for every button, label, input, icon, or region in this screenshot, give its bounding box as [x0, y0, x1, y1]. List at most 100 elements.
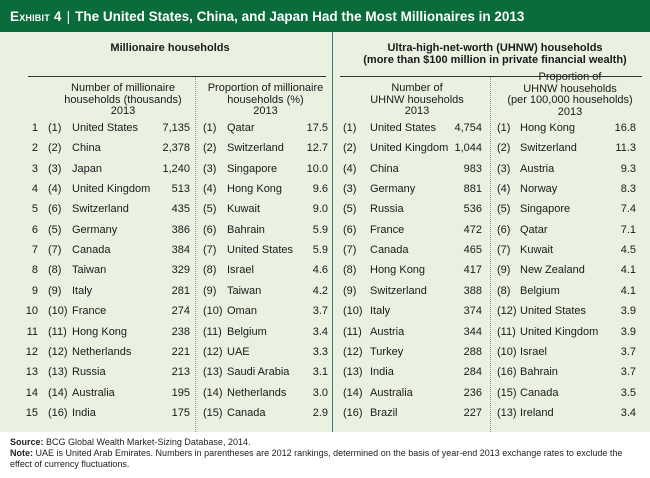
cell-q-value: 9.3	[620, 162, 636, 175]
cell-p-country: Taiwan	[227, 284, 262, 297]
cell-m-country: India	[72, 406, 96, 419]
cell-m-prev: (6)	[48, 203, 62, 216]
cell-q-prev: (7)	[497, 244, 511, 257]
cell-m-country: China	[72, 142, 101, 155]
cell-p-value: 5.9	[312, 223, 328, 236]
cell-q-value: 7.1	[620, 223, 636, 236]
col-head-line: Proportion of millionaire	[207, 82, 324, 94]
col-head-line: (per 100,000 households)	[507, 94, 633, 106]
cell-m-prev: (16)	[48, 406, 68, 419]
cell-rank: 1	[31, 122, 38, 134]
cell-p-prev: (5)	[203, 203, 217, 216]
note-text: UAE is United Arab Emirates. Numbers in …	[10, 448, 623, 469]
cell-u-prev: (3)	[343, 183, 357, 196]
cell-rank: 11	[26, 325, 38, 338]
cell-q-prev: (8)	[497, 284, 511, 297]
header-separator: |	[66, 8, 71, 24]
cell-q-country: Israel	[520, 345, 547, 358]
cell-m-value: 384	[171, 244, 190, 257]
cell-q-prev: (10)	[497, 345, 517, 358]
col-head-line: households (%)	[227, 93, 304, 106]
cell-u-prev: (16)	[343, 406, 363, 419]
cell-q-value: 4.5	[620, 244, 636, 257]
cell-p-prev: (11)	[203, 325, 222, 338]
cell-m-value: 195	[171, 386, 190, 399]
col-head-year: 2013	[253, 105, 278, 117]
cell-q-prev: (2)	[497, 142, 511, 155]
cell-p-country: Saudi Arabia	[227, 366, 290, 379]
cell-m-prev: (3)	[48, 162, 62, 175]
cell-p-prev: (3)	[203, 162, 217, 175]
cell-u-country: India	[370, 366, 394, 379]
cell-m-value: 175	[171, 406, 190, 419]
cell-m-country: Hong Kong	[72, 325, 128, 338]
cell-q-country: United States	[520, 305, 587, 318]
cell-p-country: Kuwait	[227, 203, 261, 216]
cell-p-value: 4.6	[312, 264, 328, 277]
cell-p-value: 3.3	[312, 345, 328, 358]
cell-q-prev: (9)	[497, 264, 511, 277]
cell-m-prev: (7)	[48, 244, 62, 257]
cell-p-prev: (12)	[203, 345, 223, 358]
col-head-line: Number of millionaire	[71, 82, 175, 94]
group-title-uhnw-line1: Ultra-high-net-worth (UHNW) households	[387, 42, 603, 54]
cell-u-value: 236	[463, 386, 482, 399]
cell-q-value: 3.4	[620, 406, 636, 419]
cell-m-prev: (12)	[48, 345, 68, 358]
cell-q-prev: (5)	[497, 203, 511, 216]
cell-p-value: 9.6	[312, 183, 328, 196]
cell-p-value: 2.9	[312, 406, 328, 419]
cell-m-value: 281	[171, 284, 190, 297]
group-title-uhnw: Ultra-high-net-worth (UHNW) households (…	[340, 42, 650, 66]
cell-p-country: Hong Kong	[227, 183, 283, 196]
cell-p-prev: (10)	[203, 305, 223, 318]
cell-p-prev: (1)	[203, 122, 217, 134]
cell-rank: 9	[31, 284, 38, 297]
cell-p-value: 17.5	[306, 122, 328, 134]
cell-m-country: United Kingdom	[72, 183, 151, 196]
cell-u-country: Switzerland	[370, 284, 427, 297]
col-head-year: 2013	[557, 105, 583, 118]
cell-u-value: 288	[463, 345, 482, 358]
cell-p-country: Switzerland	[227, 142, 284, 155]
cell-p-country: United States	[227, 244, 294, 257]
cell-u-country: Canada	[370, 244, 409, 257]
cell-u-prev: (7)	[343, 244, 357, 257]
cell-m-value: 238	[171, 325, 190, 338]
cell-q-country: Norway	[520, 183, 558, 196]
cell-u-value: 983	[463, 162, 482, 175]
cell-p-prev: (9)	[203, 284, 217, 297]
col-head-uhnw-proportion: Proportion of UHNW households (per 100,0…	[490, 71, 650, 118]
data-table: Millionaire households Ultra-high-net-wo…	[0, 32, 650, 432]
exhibit-header: Exhibit 4 | The United States, China, an…	[0, 0, 650, 32]
cell-u-prev: (5)	[343, 203, 357, 216]
cell-p-country: Israel	[227, 264, 254, 277]
cell-p-prev: (6)	[203, 223, 217, 236]
cell-q-prev: (12)	[497, 305, 517, 318]
col-head-line: Proportion of	[538, 71, 602, 83]
cell-q-prev: (1)	[497, 122, 511, 134]
cell-rank: 3	[31, 162, 38, 175]
cell-rank: 6	[31, 223, 38, 236]
cell-u-value: 472	[463, 223, 482, 236]
col-head-line: Number of	[391, 82, 443, 94]
group-underline-uhnw	[340, 76, 642, 77]
cell-p-country: Oman	[227, 305, 257, 318]
cell-q-value: 7.4	[620, 203, 636, 216]
cell-rank: 8	[31, 264, 38, 277]
cell-u-value: 417	[463, 264, 482, 277]
cell-m-country: France	[72, 305, 107, 318]
cell-u-value: 344	[463, 325, 482, 338]
cell-rank: 10	[25, 305, 38, 318]
cell-u-country: Germany	[370, 183, 416, 196]
note: Note: UAE is United Arab Emirates. Numbe…	[10, 448, 640, 470]
cell-u-country: Austria	[370, 325, 405, 338]
cell-u-prev: (4)	[343, 162, 357, 175]
cell-m-country: United States	[72, 122, 139, 134]
cell-m-country: Taiwan	[72, 264, 107, 277]
exhibit-label: Exhibit 4	[10, 8, 62, 24]
col-head-line: households (thousands)	[64, 93, 182, 106]
cell-m-value: 435	[171, 203, 190, 216]
cell-u-country: Hong Kong	[370, 264, 426, 277]
cell-m-country: Russia	[72, 366, 106, 379]
